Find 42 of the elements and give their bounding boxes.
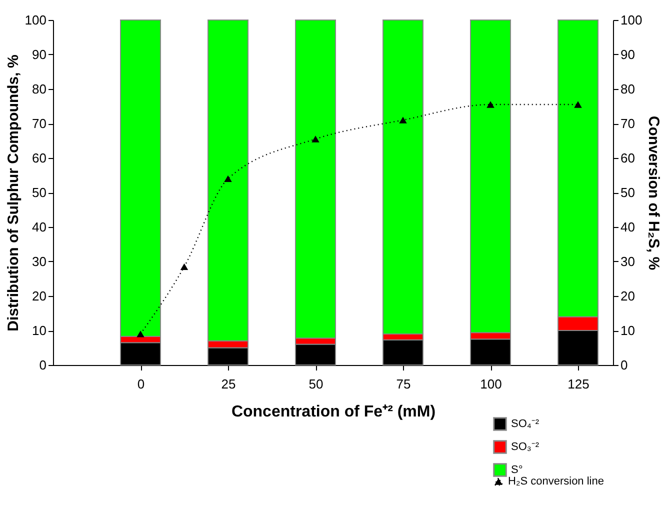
y-tick-label: 20: [32, 288, 46, 304]
point: [136, 330, 144, 338]
y2-tick-label: 40: [620, 220, 635, 234]
y2-tick-label: 0: [620, 358, 628, 372]
x-tick-label: 125: [568, 376, 590, 392]
y-tick-label: 70: [32, 116, 46, 131]
legend-label: SO₃⁻²: [511, 441, 540, 453]
point: [180, 263, 188, 270]
x-tick-label: 100: [480, 376, 502, 392]
y2-tick-label: 50: [620, 185, 635, 200]
y2-tick-label: 30: [620, 254, 635, 269]
y2-tick-label: 90: [620, 47, 635, 62]
y2-axis-title: Conversion of H₂S, %: [645, 116, 662, 270]
y-tick-label: 50: [32, 185, 46, 200]
point: [574, 101, 582, 108]
y2-tick-label: 10: [620, 323, 635, 338]
y2-tick-label: 70: [620, 116, 635, 131]
point: [312, 136, 320, 142]
point: [224, 175, 232, 182]
y-tick-label: 30: [32, 254, 46, 269]
y-tick-label: 10: [32, 323, 46, 338]
y2-tick-label: 80: [620, 82, 635, 96]
legend-label: SO₄⁻²: [511, 418, 540, 430]
y2-tick-label: 60: [620, 150, 635, 166]
y-tick-label: 80: [32, 82, 46, 96]
y2-tick-label: 20: [620, 288, 635, 304]
y2-tick-label: 100: [620, 12, 642, 28]
y-tick-label: 0: [39, 358, 46, 372]
legend-label: H₂S conversion line: [508, 476, 604, 488]
x-tick-label: 75: [396, 376, 411, 392]
point: [486, 101, 494, 108]
point: [399, 116, 407, 124]
x-tick-label: 50: [308, 376, 324, 392]
legend-label: S°: [511, 464, 523, 476]
x-axis-title: Concentration of Fe⁺² (mM): [231, 404, 436, 420]
x-tick-label: 0: [137, 376, 145, 392]
y-tick-label: 60: [32, 150, 46, 166]
y-tick-label: 40: [32, 220, 46, 234]
y-tick-label: 90: [32, 47, 46, 62]
y-tick-label: 100: [24, 12, 46, 28]
y-axis-title: Distribution of Sulphur Compounds, %: [4, 54, 22, 332]
x-tick-label: 25: [221, 376, 236, 392]
